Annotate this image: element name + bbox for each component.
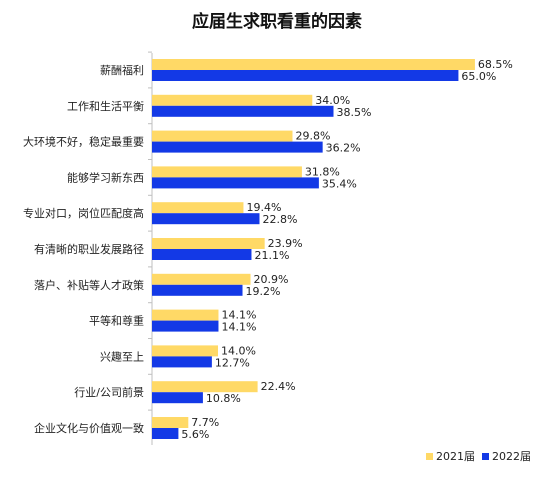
bars-layer [152,59,475,439]
value-label-2022: 21.1% [254,249,289,262]
bar-2022 [152,356,212,368]
value-label-2021: 22.4% [261,380,296,393]
category-label: 企业文化与价值观一致 [34,421,144,435]
bar-2022 [152,320,219,332]
value-label-2022: 14.1% [221,321,256,334]
value-label-2022: 22.8% [262,213,297,226]
value-label-2022: 10.8% [206,392,241,405]
category-axis: 薪酬福利工作和生活平衡大环境不好，稳定最重要能够学习新东西专业对口，岗位匹配度高… [23,51,153,445]
bar-2021 [152,345,218,357]
legend: 2021届 2022届 [426,450,531,463]
category-label: 落户、补贴等人才政策 [34,278,144,292]
legend-swatch-2021 [426,453,433,460]
bar-2022 [152,105,334,117]
value-label-2021: 20.9% [254,273,289,286]
value-label-2022: 35.4% [322,177,357,190]
bar-2022 [152,213,260,225]
value-labels-layer: 68.5%65.0% 34.0%38.5% 29.8%36.2% 31.8%35.4%… [181,58,512,441]
category-label: 有清晰的职业发展路径 [34,242,144,256]
bar-2022 [152,392,203,404]
value-label-2022: 36.2% [326,142,361,155]
category-label: 大环境不好，稳定最重要 [23,135,144,149]
bar-2021 [152,273,251,285]
legend-label-2022: 2022届 [492,450,531,463]
bar-2022 [152,177,319,189]
value-label-2021: 14.1% [221,309,256,322]
bar-2022 [152,70,459,81]
category-label: 行业/公司前景 [74,385,144,399]
value-label-2022: 65.0% [461,70,496,83]
category-label: 工作和生活平衡 [67,99,144,113]
category-label: 薪酬福利 [100,63,144,77]
bar-2022 [152,284,243,296]
value-label-2021: 29.8% [295,130,330,143]
bar-2021 [152,130,293,142]
bar-2021 [152,166,302,178]
value-label-2022: 19.2% [246,285,281,298]
bar-2021 [152,94,313,106]
bar-2022 [152,141,323,153]
category-label: 平等和尊重 [89,314,144,328]
bar-2022 [152,428,179,439]
chart-title: 应届生求职看重的因素 [192,11,362,32]
bar-2022 [152,249,252,260]
bar-2021 [152,238,265,249]
value-label-2021: 7.7% [191,416,219,429]
legend-swatch-2022 [482,453,489,460]
category-label: 能够学习新东西 [67,170,144,184]
bar-2021 [152,59,475,70]
value-label-2022: 38.5% [337,106,372,119]
value-label-2021: 68.5% [478,58,513,71]
value-label-2021: 23.9% [268,237,303,250]
value-label-2022: 5.6% [181,428,209,441]
bar-2021 [152,202,244,214]
value-label-2021: 19.4% [246,201,281,214]
value-label-2022: 12.7% [215,356,250,369]
value-label-2021: 14.0% [221,344,256,357]
value-label-2021: 31.8% [305,165,340,178]
bar-2021 [152,417,189,428]
bar-2021 [152,309,219,321]
category-label: 专业对口，岗位匹配度高 [23,206,144,220]
value-label-2021: 34.0% [315,94,350,107]
category-label: 兴趣至上 [100,349,144,363]
bar-2021 [152,381,258,393]
legend-label-2021: 2021届 [436,450,475,463]
